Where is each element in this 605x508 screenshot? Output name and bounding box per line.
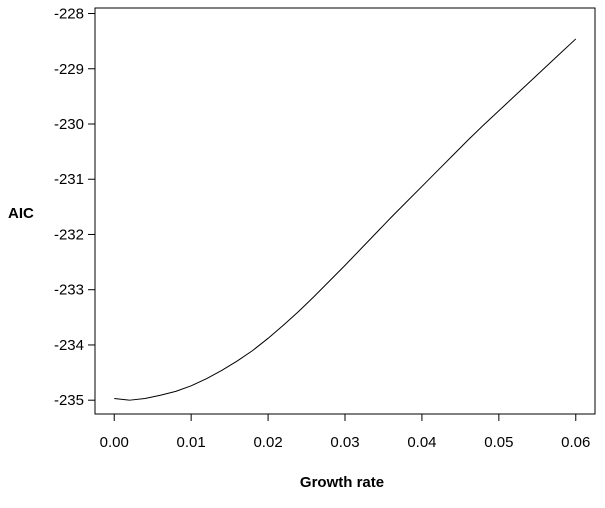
x-tick-label: 0.01	[177, 434, 206, 451]
y-tick-label: -228	[54, 6, 84, 23]
y-tick-label: -232	[54, 226, 84, 243]
x-tick-label: 0.04	[407, 434, 436, 451]
y-tick-label: -235	[54, 392, 84, 409]
x-axis-title: Growth rate	[300, 474, 384, 491]
y-tick-label: -230	[54, 116, 84, 133]
x-tick-label: 0.03	[330, 434, 359, 451]
x-tick-label: 0.05	[484, 434, 513, 451]
y-axis: -235 -234 -233 -232 -231 -230 -229 -228	[54, 6, 96, 409]
x-tick-label: 0.06	[561, 434, 590, 451]
y-tick-label: -234	[54, 337, 84, 354]
x-tick-label: 0.00	[100, 434, 129, 451]
y-axis-title: AIC	[8, 205, 34, 222]
aic-series-line	[114, 38, 577, 401]
x-tick-label: 0.02	[253, 434, 282, 451]
y-tick-label: -231	[54, 171, 84, 188]
y-tick-label: -229	[54, 61, 84, 78]
series-layer	[114, 38, 577, 401]
y-tick-label: -233	[54, 282, 84, 299]
x-axis: 0.00 0.01 0.02 0.03 0.04 0.05 0.06	[100, 413, 590, 451]
plot-frame	[94, 7, 596, 415]
